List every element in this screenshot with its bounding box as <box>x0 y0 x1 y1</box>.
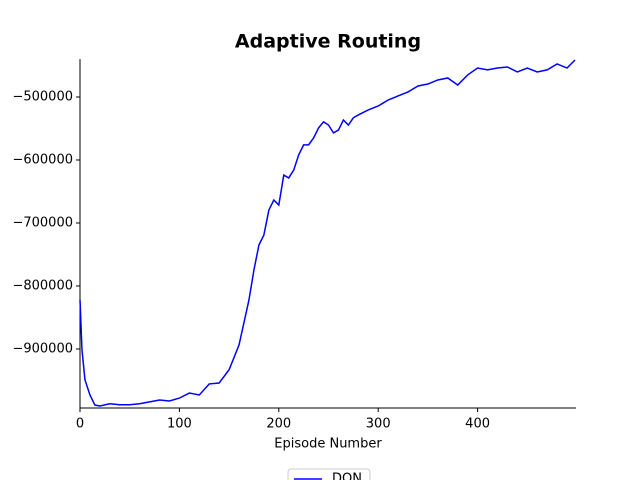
y-tick-label: −500000 <box>12 89 73 104</box>
legend-label: DQN <box>332 472 362 480</box>
y-tick-label: −800000 <box>12 278 73 293</box>
y-tick-label: −900000 <box>12 341 73 356</box>
x-tick-label: 100 <box>167 417 192 432</box>
chart-title: Adaptive Routing <box>235 31 421 53</box>
x-tick-label: 300 <box>366 417 391 432</box>
legend-box <box>287 468 371 480</box>
x-axis-label: Episode Number <box>274 437 382 452</box>
y-tick-label: −700000 <box>12 215 73 230</box>
data-line <box>79 59 576 407</box>
x-tick-label: 400 <box>465 417 490 432</box>
x-tick-label: 200 <box>266 417 291 432</box>
x-tick-label: 0 <box>76 417 84 432</box>
y-tick-label: −600000 <box>12 152 73 167</box>
